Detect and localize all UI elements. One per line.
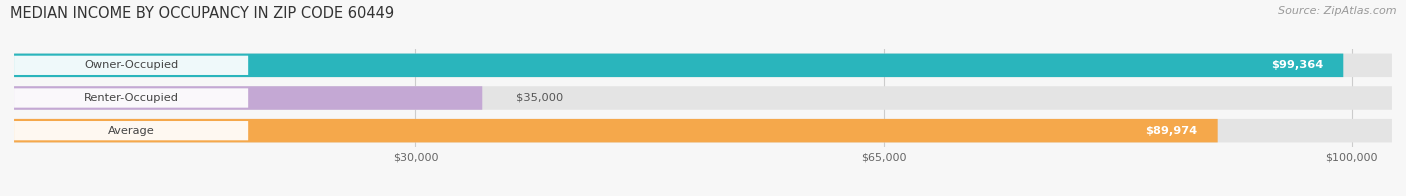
- FancyBboxPatch shape: [14, 54, 1392, 77]
- FancyBboxPatch shape: [14, 88, 249, 108]
- Text: Owner-Occupied: Owner-Occupied: [84, 60, 179, 70]
- FancyBboxPatch shape: [14, 56, 249, 75]
- Text: $99,364: $99,364: [1271, 60, 1323, 70]
- Text: Source: ZipAtlas.com: Source: ZipAtlas.com: [1278, 6, 1396, 16]
- Text: Renter-Occupied: Renter-Occupied: [83, 93, 179, 103]
- FancyBboxPatch shape: [14, 119, 1218, 142]
- FancyBboxPatch shape: [14, 119, 1392, 142]
- FancyBboxPatch shape: [14, 121, 249, 140]
- Text: $89,974: $89,974: [1146, 126, 1198, 136]
- FancyBboxPatch shape: [14, 86, 1392, 110]
- Text: Average: Average: [108, 126, 155, 136]
- Text: MEDIAN INCOME BY OCCUPANCY IN ZIP CODE 60449: MEDIAN INCOME BY OCCUPANCY IN ZIP CODE 6…: [10, 6, 394, 21]
- Text: $35,000: $35,000: [516, 93, 562, 103]
- FancyBboxPatch shape: [14, 54, 1343, 77]
- FancyBboxPatch shape: [14, 86, 482, 110]
